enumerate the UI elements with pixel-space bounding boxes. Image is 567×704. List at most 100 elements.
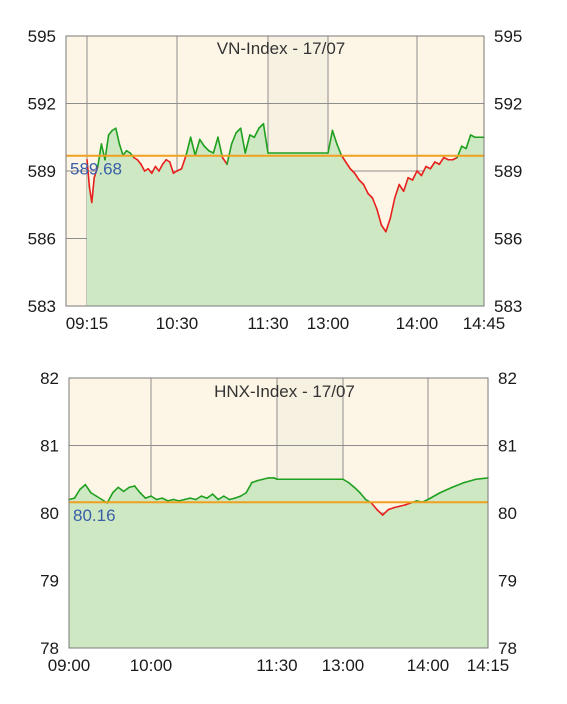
index-line-segment	[208, 149, 215, 154]
index-line-segment	[211, 493, 219, 501]
index-line-segment	[367, 192, 374, 199]
index-line-segment	[256, 478, 264, 482]
x-tick-label: 11:30	[247, 314, 288, 333]
index-line-segment	[463, 478, 477, 484]
y-tick-label-right: 586	[494, 230, 522, 249]
index-line-segment	[169, 161, 175, 175]
index-line-segment	[118, 143, 124, 157]
index-line-segment	[183, 497, 191, 501]
hnx-index-chart: HNX-Index - 17/07 80.16 78 79 80 81 82 78 79 8…	[40, 369, 517, 675]
index-line-segment	[139, 491, 147, 499]
index-line-segment	[429, 161, 436, 170]
index-line-segment	[398, 183, 405, 193]
index-line-segment	[230, 131, 237, 145]
index-line-segment	[251, 479, 259, 484]
index-line-segment	[161, 497, 169, 502]
index-line-segment	[359, 491, 367, 501]
index-line-segment	[212, 136, 219, 154]
index-line-segment	[469, 134, 476, 139]
x-tick-label: 09:15	[66, 314, 109, 333]
index-line-segment	[331, 129, 338, 145]
index-line-segment	[91, 176, 95, 204]
index-line-segment	[150, 495, 158, 501]
vn-index-line	[86, 122, 485, 233]
y-tick-label-left: 78	[40, 639, 59, 658]
index-line-segment	[122, 149, 128, 157]
index-line-segment	[140, 163, 146, 172]
index-line-segment	[353, 486, 361, 494]
x-tick-label: 13:00	[322, 656, 365, 675]
index-line-segment	[387, 506, 395, 511]
hnx-area-fill	[69, 477, 488, 648]
index-line-segment	[245, 481, 253, 494]
index-line-segment	[167, 498, 175, 502]
y-tick-label-left: 80	[40, 504, 59, 523]
index-line-segment	[244, 134, 251, 154]
index-line-segment	[90, 491, 98, 497]
index-line-segment	[136, 158, 142, 166]
y-tick-label-left: 592	[28, 95, 56, 114]
index-line-segment	[389, 197, 396, 220]
index-line-segment	[73, 488, 81, 499]
vn-y-ticks-right: 583 586 589 592 595	[494, 27, 522, 316]
index-line-segment	[342, 478, 350, 484]
index-line-segment	[176, 167, 183, 172]
index-line-segment	[344, 161, 352, 170]
index-line-segment	[111, 486, 119, 494]
index-line-segment	[393, 183, 401, 199]
y-tick-label-left: 595	[28, 27, 56, 46]
index-line-segment	[95, 495, 103, 501]
index-line-segment	[68, 497, 76, 501]
index-line-segment	[336, 143, 343, 157]
index-line-segment	[398, 504, 407, 508]
index-line-segment	[106, 491, 114, 504]
y-tick-label-right: 78	[498, 639, 517, 658]
index-line-segment	[381, 508, 390, 516]
index-line-segment	[228, 497, 236, 501]
index-line-segment	[155, 497, 163, 501]
y-tick-label-right: 79	[498, 572, 517, 591]
index-line-segment	[147, 167, 153, 175]
index-line-segment	[122, 486, 130, 493]
index-line-segment	[376, 508, 384, 516]
y-tick-label-right: 82	[498, 369, 517, 388]
index-line-segment	[376, 208, 383, 226]
index-line-segment	[262, 477, 270, 481]
y-tick-label-left: 82	[40, 369, 59, 388]
index-line-segment	[439, 486, 453, 494]
index-line-segment	[115, 127, 121, 145]
index-line-segment	[475, 477, 489, 481]
index-line-segment	[217, 136, 224, 159]
hnx-y-ticks-left: 78 79 80 81 82	[40, 369, 59, 658]
index-line-segment	[460, 145, 467, 150]
index-line-segment	[402, 176, 409, 193]
index-line-segment	[411, 170, 418, 181]
index-line-segment	[189, 497, 197, 501]
index-line-segment	[203, 145, 210, 152]
index-line-segment	[362, 183, 369, 195]
index-line-segment	[144, 495, 152, 499]
vn-plot-border	[65, 35, 485, 307]
y-tick-label-left: 79	[40, 572, 59, 591]
index-line-segment	[180, 154, 187, 170]
x-tick-label: 10:30	[156, 314, 199, 333]
hnx-x-ticks: 09:00 10:00 11:30 13:00 14:00 14:15	[48, 656, 510, 675]
index-line-segment	[86, 158, 91, 188]
index-line-segment	[172, 498, 180, 502]
vn-x-ticks: 09:15 10:30 11:30 13:00 14:00 14:45	[66, 314, 506, 333]
hnx-plot-border	[68, 377, 489, 649]
index-line-segment	[161, 158, 167, 166]
index-line-segment	[420, 165, 427, 177]
hnx-chart-title: HNX-Index - 17/07	[214, 382, 355, 401]
y-tick-label-left: 589	[28, 162, 56, 181]
y-tick-label-left: 586	[28, 230, 56, 249]
y-tick-label-left: 583	[28, 297, 56, 316]
index-line-segment	[154, 165, 160, 172]
index-line-segment	[100, 143, 106, 161]
hnx-reference-label: 80.16	[73, 506, 116, 525]
index-line-segment	[416, 170, 423, 177]
vn-reference-label: 589.68	[70, 160, 122, 179]
index-line-segment	[133, 485, 141, 494]
index-line-segment	[427, 491, 441, 501]
index-line-segment	[221, 156, 228, 166]
